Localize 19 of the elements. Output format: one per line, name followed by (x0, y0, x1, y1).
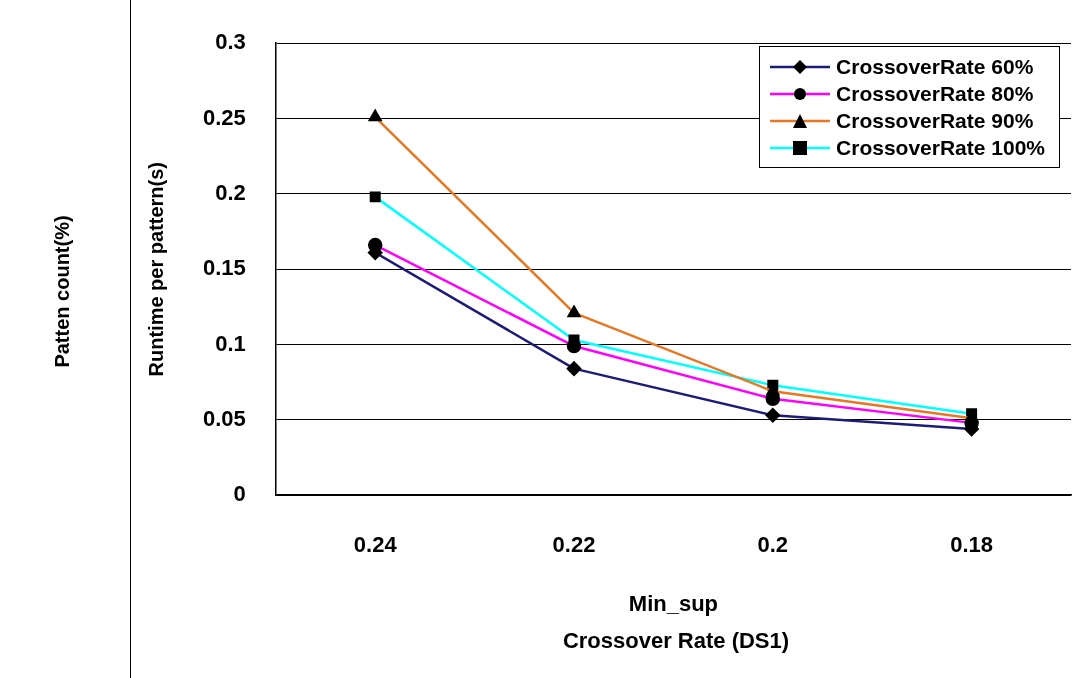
x-tick-label: 0.22 (552, 532, 596, 558)
y-tick-label: 0.05 (202, 405, 246, 431)
y-axis-title: Runtime per pattern(s) (144, 161, 167, 377)
y-tick-label: 0.15 (202, 255, 246, 281)
x-axis-title: Min_sup (628, 590, 719, 616)
text: Patten count(%) (50, 214, 74, 370)
legend-label: CrossoverRate 60% (836, 54, 1034, 80)
text: Crossover Rate (DS1) (561, 628, 791, 654)
y-tick-label: 0 (233, 481, 246, 507)
x-tick-label: 0.2 (757, 532, 789, 558)
x-tick-label: 0.24 (353, 532, 398, 558)
y-tick-label: 0.2 (215, 179, 246, 205)
y-tick-label: 0.1 (215, 330, 246, 356)
y-tick-label: 0.3 (215, 29, 246, 55)
legend-label: CrossoverRate 90% (836, 108, 1034, 134)
y-tick-label: 0.25 (202, 104, 246, 130)
x-tick-label: 0.18 (950, 532, 994, 558)
legend-label: CrossoverRate 80% (836, 81, 1034, 107)
legend-label: CrossoverRate 100% (836, 135, 1045, 161)
